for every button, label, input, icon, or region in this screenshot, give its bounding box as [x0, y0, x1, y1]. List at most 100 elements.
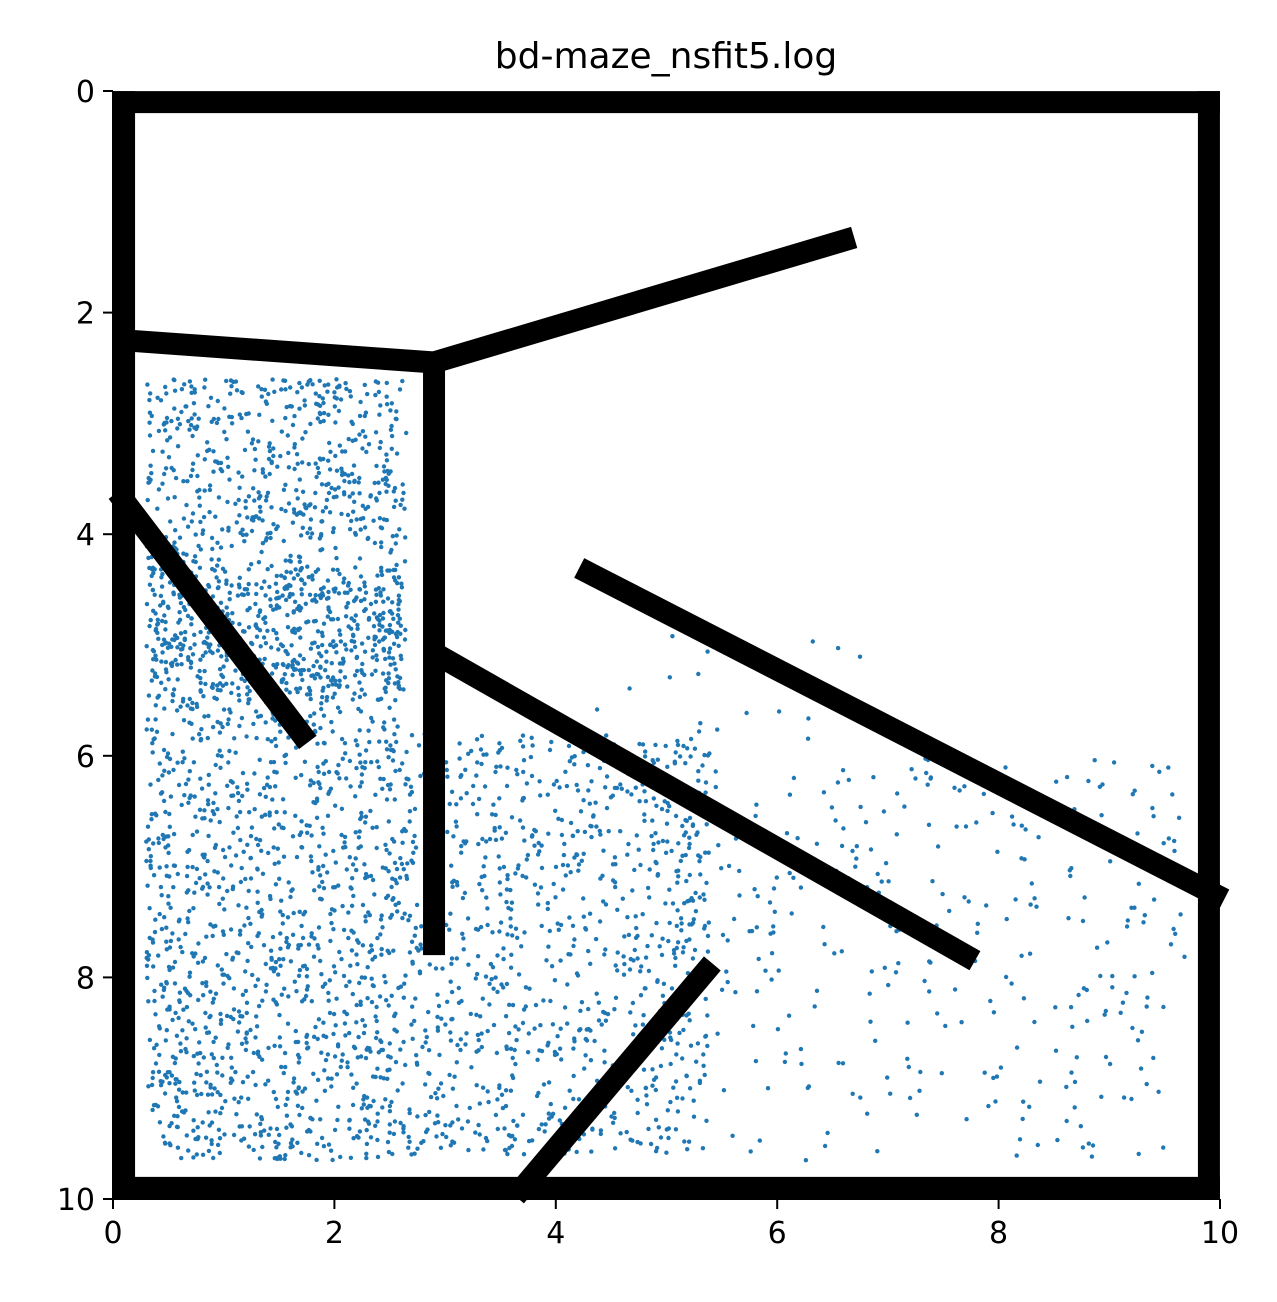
data-point — [618, 829, 623, 834]
data-point — [596, 1000, 601, 1005]
data-point — [491, 986, 496, 991]
data-point — [289, 1124, 295, 1129]
data-point — [225, 1045, 230, 1051]
wall-upper-left — [112, 328, 446, 375]
data-point — [259, 585, 264, 591]
data-point — [331, 1031, 336, 1037]
data-point — [253, 457, 258, 462]
data-point — [854, 856, 859, 861]
data-point — [312, 505, 318, 510]
data-point — [397, 767, 402, 773]
data-point — [273, 882, 279, 887]
data-point — [203, 1010, 208, 1016]
data-point — [245, 429, 251, 434]
data-point — [444, 922, 449, 928]
data-point — [265, 490, 271, 495]
data-point — [436, 1086, 441, 1091]
data-point — [384, 895, 389, 901]
data-point — [682, 1139, 687, 1144]
data-point — [151, 737, 156, 742]
data-point — [378, 776, 383, 781]
data-point — [975, 921, 980, 926]
data-point — [383, 1097, 388, 1102]
data-point — [594, 824, 599, 829]
data-point — [497, 866, 502, 871]
data-point — [154, 729, 160, 734]
data-point — [380, 1047, 386, 1053]
data-point — [545, 900, 550, 906]
data-point — [303, 993, 309, 999]
data-point — [789, 911, 794, 916]
data-point — [257, 504, 263, 510]
data-point — [576, 868, 581, 873]
data-point — [314, 1098, 319, 1103]
data-point — [347, 1126, 352, 1131]
data-point — [814, 841, 820, 846]
data-point — [448, 1038, 454, 1043]
data-point — [184, 1050, 189, 1055]
data-point — [273, 784, 278, 789]
data-point — [215, 648, 221, 653]
data-point — [273, 959, 279, 965]
data-point — [466, 751, 471, 756]
data-point — [504, 783, 510, 789]
data-point — [184, 1004, 190, 1010]
data-point — [224, 657, 229, 663]
data-point — [284, 939, 289, 945]
data-point — [177, 990, 183, 995]
data-point — [357, 752, 362, 757]
data-point — [279, 387, 284, 392]
data-point — [1124, 924, 1130, 929]
data-point — [351, 463, 357, 468]
data-point — [521, 795, 526, 801]
data-point — [189, 616, 194, 621]
data-point — [330, 617, 336, 622]
data-point — [357, 694, 363, 700]
data-point — [325, 870, 330, 875]
data-point — [487, 981, 492, 986]
data-point — [625, 789, 630, 794]
data-point — [618, 782, 623, 787]
data-point — [468, 1011, 473, 1017]
data-point — [144, 858, 149, 864]
data-point — [199, 727, 204, 732]
data-point — [274, 1145, 279, 1150]
data-point — [575, 829, 580, 834]
data-point — [271, 997, 276, 1002]
data-point — [283, 415, 288, 421]
data-point — [249, 944, 254, 950]
data-point — [231, 986, 237, 991]
data-point — [285, 945, 291, 950]
data-point — [229, 421, 235, 426]
data-point — [304, 966, 310, 972]
data-point — [552, 1052, 558, 1058]
data-point — [373, 668, 378, 673]
data-point — [178, 944, 183, 950]
data-point — [220, 674, 226, 680]
data-point — [191, 760, 197, 765]
data-point — [567, 1088, 572, 1093]
data-point — [346, 473, 351, 478]
data-point — [396, 900, 401, 906]
data-point — [354, 867, 359, 873]
data-point — [246, 697, 251, 702]
data-point — [309, 833, 314, 838]
data-point — [384, 747, 390, 752]
data-point — [522, 930, 527, 935]
data-point — [339, 511, 344, 517]
data-point — [205, 735, 210, 741]
data-point — [207, 447, 212, 452]
data-point — [198, 738, 203, 743]
data-point — [172, 495, 177, 500]
data-point — [145, 717, 151, 722]
data-point — [401, 867, 406, 872]
data-point — [535, 1057, 540, 1063]
data-point — [706, 850, 711, 855]
data-point — [423, 1028, 428, 1033]
data-point — [290, 629, 295, 634]
data-point — [342, 840, 347, 845]
data-point — [321, 1033, 326, 1039]
data-point — [320, 509, 326, 514]
data-point — [668, 1061, 673, 1067]
data-point — [277, 876, 282, 881]
